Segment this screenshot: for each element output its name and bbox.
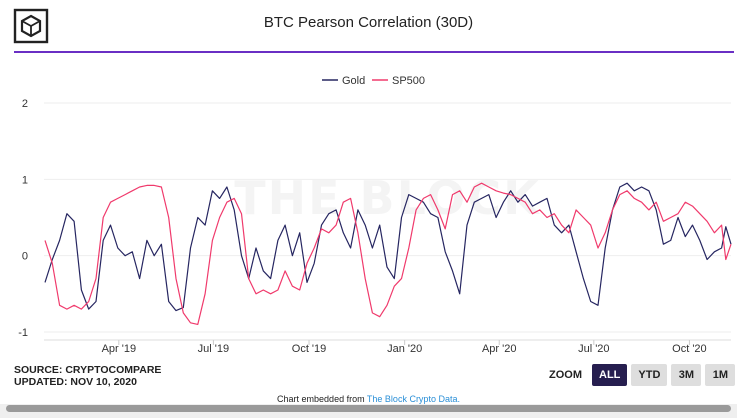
scrollbar-thumb[interactable] [6, 405, 731, 412]
embed-link[interactable]: The Block Crypto Data. [366, 394, 460, 404]
zoom-3m-button[interactable]: 3M [671, 364, 702, 386]
chart-title: BTC Pearson Correlation (30D) [263, 14, 474, 31]
embed-credit: Chart embedded from The Block Crypto Dat… [0, 394, 737, 404]
legend-label-gold: Gold [342, 75, 365, 87]
source-label: SOURCE: CRYPTOCOMPARE [14, 364, 162, 376]
zoom-all-button[interactable]: ALL [592, 364, 628, 386]
correlation-chart: THE BLOCK -1 0 1 2 Apr '19 Jul '19 Oct '19 Jan '… [18, 75, 732, 355]
horizontal-scrollbar[interactable] [0, 404, 737, 418]
x-tick-label: Apr '20 [482, 343, 517, 355]
x-tick-label: Apr '19 [102, 343, 137, 355]
embed-text: Chart embedded from [277, 394, 367, 404]
chart-header: BTC Pearson Correlation (30D) [0, 0, 737, 53]
x-tick-label: Jan '20 [387, 343, 422, 355]
watermark-text: THE BLOCK [234, 171, 541, 225]
legend-label-sp500: SP500 [392, 75, 425, 87]
y-tick-label: -1 [18, 327, 28, 339]
x-tick-label: Oct '19 [292, 343, 327, 355]
series-line-gold [44, 182, 732, 312]
x-tick-label: Jul '19 [198, 343, 229, 355]
x-tick-label: Jul '20 [578, 343, 609, 355]
header-divider [14, 51, 734, 53]
x-tick-label: Oct '20 [672, 343, 707, 355]
zoom-controls: ZOOM ALL YTD 3M 1M [549, 364, 736, 386]
zoom-1m-button[interactable]: 1M [705, 364, 736, 386]
source-info: SOURCE: CRYPTOCOMPARE UPDATED: NOV 10, 2… [14, 364, 161, 388]
zoom-ytd-button[interactable]: YTD [631, 364, 668, 386]
y-tick-label: 2 [22, 98, 28, 110]
series-line-sp500 [44, 182, 732, 325]
the-block-logo-icon[interactable] [13, 8, 49, 44]
zoom-label: ZOOM [549, 369, 582, 381]
y-tick-label: 1 [22, 174, 28, 186]
y-tick-label: 0 [22, 251, 28, 263]
updated-label: UPDATED: NOV 10, 2020 [14, 376, 137, 388]
